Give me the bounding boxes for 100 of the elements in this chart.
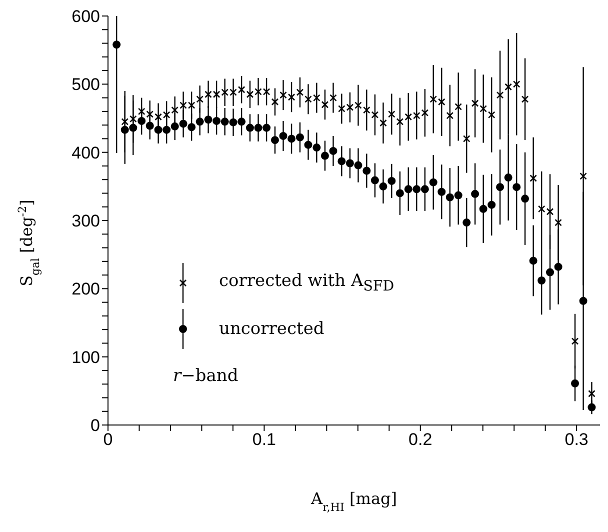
point [346, 159, 354, 168]
point [512, 80, 520, 88]
point [496, 91, 504, 99]
point [204, 116, 212, 124]
point [246, 124, 254, 132]
point [320, 152, 329, 160]
point [512, 183, 521, 192]
point [129, 124, 138, 132]
point [421, 109, 429, 116]
point [296, 88, 304, 96]
point [496, 183, 504, 192]
point [488, 111, 496, 118]
y-tick-label: 600 [72, 7, 100, 26]
point [262, 124, 271, 132]
point [446, 112, 454, 120]
y-tick-label: 300 [72, 212, 100, 231]
point [404, 185, 412, 194]
point [546, 268, 554, 276]
x-tick-label: 0.2 [408, 430, 432, 450]
point [312, 144, 321, 152]
x-tick-label: 0.3 [564, 430, 588, 450]
point [196, 118, 204, 126]
point [588, 390, 596, 398]
y-tick-label: 500 [72, 75, 100, 94]
point [479, 204, 488, 213]
point [438, 188, 446, 196]
point [170, 122, 179, 130]
point [538, 205, 546, 213]
point [546, 208, 554, 216]
y-tick-label: 100 [72, 348, 100, 367]
point [554, 262, 562, 271]
point [504, 174, 512, 182]
point [362, 166, 371, 175]
point [580, 172, 587, 180]
point [179, 120, 188, 128]
point [363, 106, 370, 114]
point [454, 191, 462, 200]
point [530, 174, 537, 182]
point [371, 111, 379, 118]
point [154, 126, 162, 134]
point [420, 185, 429, 194]
point [462, 135, 470, 142]
x-tick-label: 0.1 [252, 430, 276, 450]
point [229, 118, 238, 126]
point [279, 132, 288, 140]
point [429, 178, 438, 186]
y-tick-label: 0 [90, 416, 100, 436]
point [430, 96, 437, 103]
point [321, 100, 329, 108]
point [554, 218, 562, 226]
point [112, 40, 121, 49]
point [288, 134, 296, 143]
point [370, 176, 379, 184]
point [196, 96, 204, 103]
point [538, 276, 546, 284]
point [579, 296, 588, 305]
point [330, 94, 337, 102]
point [246, 90, 254, 98]
point [138, 116, 146, 125]
point [380, 119, 387, 127]
point [412, 185, 421, 194]
point [121, 118, 129, 126]
point [396, 189, 404, 198]
point [521, 194, 530, 203]
point [588, 403, 596, 412]
point [446, 193, 454, 202]
point [171, 106, 178, 114]
point [212, 116, 221, 125]
point [146, 122, 154, 130]
point [454, 103, 462, 110]
legend-label: uncorrected [219, 319, 324, 339]
point [296, 133, 304, 142]
point [396, 118, 404, 126]
point [129, 115, 137, 123]
point [388, 176, 396, 185]
point [521, 96, 529, 103]
point [529, 256, 538, 265]
point [504, 83, 512, 91]
point [120, 126, 129, 134]
annotation: r−band [173, 366, 240, 386]
point [480, 105, 487, 112]
point [220, 118, 229, 126]
legend-label: corrected with A$_{SFD}$ [219, 271, 394, 295]
point [571, 379, 580, 388]
point [304, 140, 312, 149]
point [488, 200, 496, 209]
x-axis-title: A$_{r,HI}$ [mag] [310, 489, 397, 514]
point [471, 190, 480, 198]
point [238, 118, 246, 126]
point [462, 218, 471, 227]
point [238, 86, 246, 94]
point [571, 338, 579, 345]
point [471, 100, 479, 107]
x-tick-label: 0 [103, 430, 113, 450]
point [338, 157, 346, 166]
point [388, 110, 396, 118]
point [188, 123, 196, 132]
y-tick-label: 400 [72, 143, 100, 162]
point [162, 126, 171, 134]
point [329, 146, 338, 155]
